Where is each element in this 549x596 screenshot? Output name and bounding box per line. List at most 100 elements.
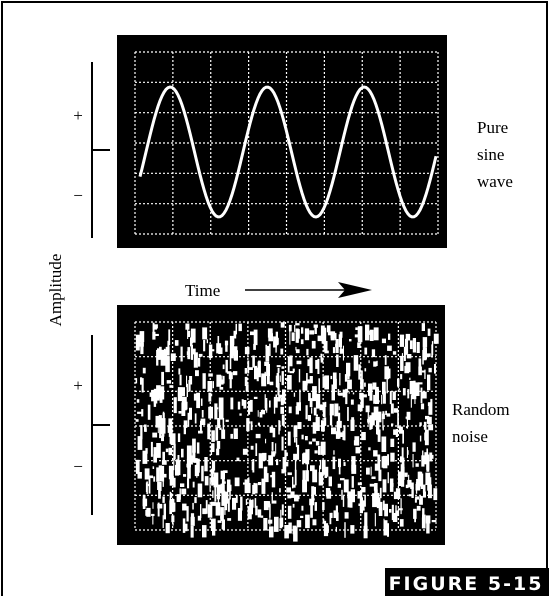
noise-speck [168, 447, 173, 456]
scope-screen-top [117, 35, 447, 248]
noise-speck [201, 410, 204, 418]
noise-speck [319, 465, 321, 476]
noise-speck [421, 517, 426, 529]
noise-speck [212, 490, 214, 498]
noise-speck [173, 459, 175, 471]
noise-speck [373, 406, 379, 421]
noise-speck [145, 448, 148, 454]
noise-speck [269, 426, 274, 433]
noise-speck [375, 397, 378, 402]
noise-speck [145, 482, 148, 493]
noise-speck [288, 522, 292, 534]
noise-speck [392, 513, 398, 522]
noise-speck [414, 516, 416, 523]
noise-speck [361, 381, 364, 384]
noise-speck [216, 374, 222, 387]
noise-speck [333, 378, 337, 390]
noise-speck [410, 486, 414, 489]
noise-speck [227, 518, 232, 521]
noise-speck [287, 472, 292, 476]
noise-speck [363, 394, 367, 398]
noise-speck [189, 407, 192, 420]
noise-speck [421, 391, 427, 399]
noise-speck [198, 430, 203, 434]
noise-speck [274, 516, 279, 532]
noise-speck [339, 331, 343, 338]
noise-speck [351, 456, 356, 472]
noise-speck [269, 503, 271, 518]
noise-speck [382, 381, 386, 395]
noise-speck [391, 423, 394, 426]
noise-speck [187, 347, 191, 360]
noise-speck [168, 425, 173, 437]
noise-speck [323, 341, 328, 352]
noise-speck [219, 484, 225, 494]
noise-speck [388, 333, 391, 340]
noise-speck [184, 523, 188, 532]
noise-speck [168, 418, 173, 426]
noise-speck [381, 394, 383, 405]
noise-speck [262, 452, 267, 461]
noise-speck [287, 505, 292, 519]
noise-speck [210, 349, 215, 352]
noise-speck [225, 419, 229, 422]
noise-speck [179, 374, 182, 386]
noise-speck [142, 367, 146, 374]
noise-speck [411, 482, 414, 498]
noise-speck [260, 515, 264, 518]
noise-speck [280, 406, 284, 414]
noise-speck [392, 351, 397, 355]
noise-speck [158, 415, 162, 427]
noise-speck [264, 371, 266, 379]
noise-speck [340, 478, 345, 481]
noise-speck [157, 503, 163, 509]
noise-speck [249, 367, 253, 370]
noise-speck [181, 448, 184, 458]
noise-speck [145, 509, 147, 516]
noise-speck [353, 440, 358, 446]
noise-speck [251, 461, 253, 471]
noise-speck [141, 409, 144, 417]
noise-speck [412, 454, 414, 468]
noise-speck [305, 405, 308, 420]
noise-speck [232, 497, 237, 510]
noise-speck [155, 415, 160, 428]
noise-speck [313, 407, 317, 416]
noise-speck [210, 501, 216, 506]
noise-speck [405, 362, 411, 373]
noise-speck [275, 331, 278, 346]
noise-speck [309, 376, 313, 384]
noise-speck [315, 441, 320, 446]
noise-speck [280, 322, 285, 328]
noise-speck [202, 525, 207, 538]
noise-speck [336, 506, 338, 516]
noise-speck [373, 361, 377, 367]
noise-speck [226, 371, 232, 374]
noise-speck [277, 382, 280, 396]
noise-speck [257, 482, 262, 486]
noise-speck [422, 337, 428, 348]
noise-speck [271, 442, 274, 451]
noise-speck [269, 514, 271, 526]
noise-speck [306, 348, 309, 356]
noise-speck [308, 392, 311, 401]
noise-speck [157, 502, 160, 517]
noise-speck [161, 371, 164, 386]
noise-speck [302, 470, 306, 482]
noise-speck [192, 502, 194, 510]
noise-speck [215, 502, 221, 516]
noise-speck [144, 468, 150, 480]
noise-speck [169, 476, 174, 486]
noise-speck [400, 498, 402, 515]
noise-speck [137, 411, 142, 414]
noise-speck [279, 518, 283, 529]
noise-speck [263, 466, 268, 482]
noise-speck [324, 401, 327, 407]
noise-speck [137, 436, 143, 450]
noise-speck [230, 433, 233, 439]
noise-speck [338, 334, 342, 348]
panel-label: noise [452, 427, 488, 446]
noise-speck [221, 375, 223, 380]
noise-speck [174, 443, 176, 459]
noise-speck [327, 331, 332, 336]
